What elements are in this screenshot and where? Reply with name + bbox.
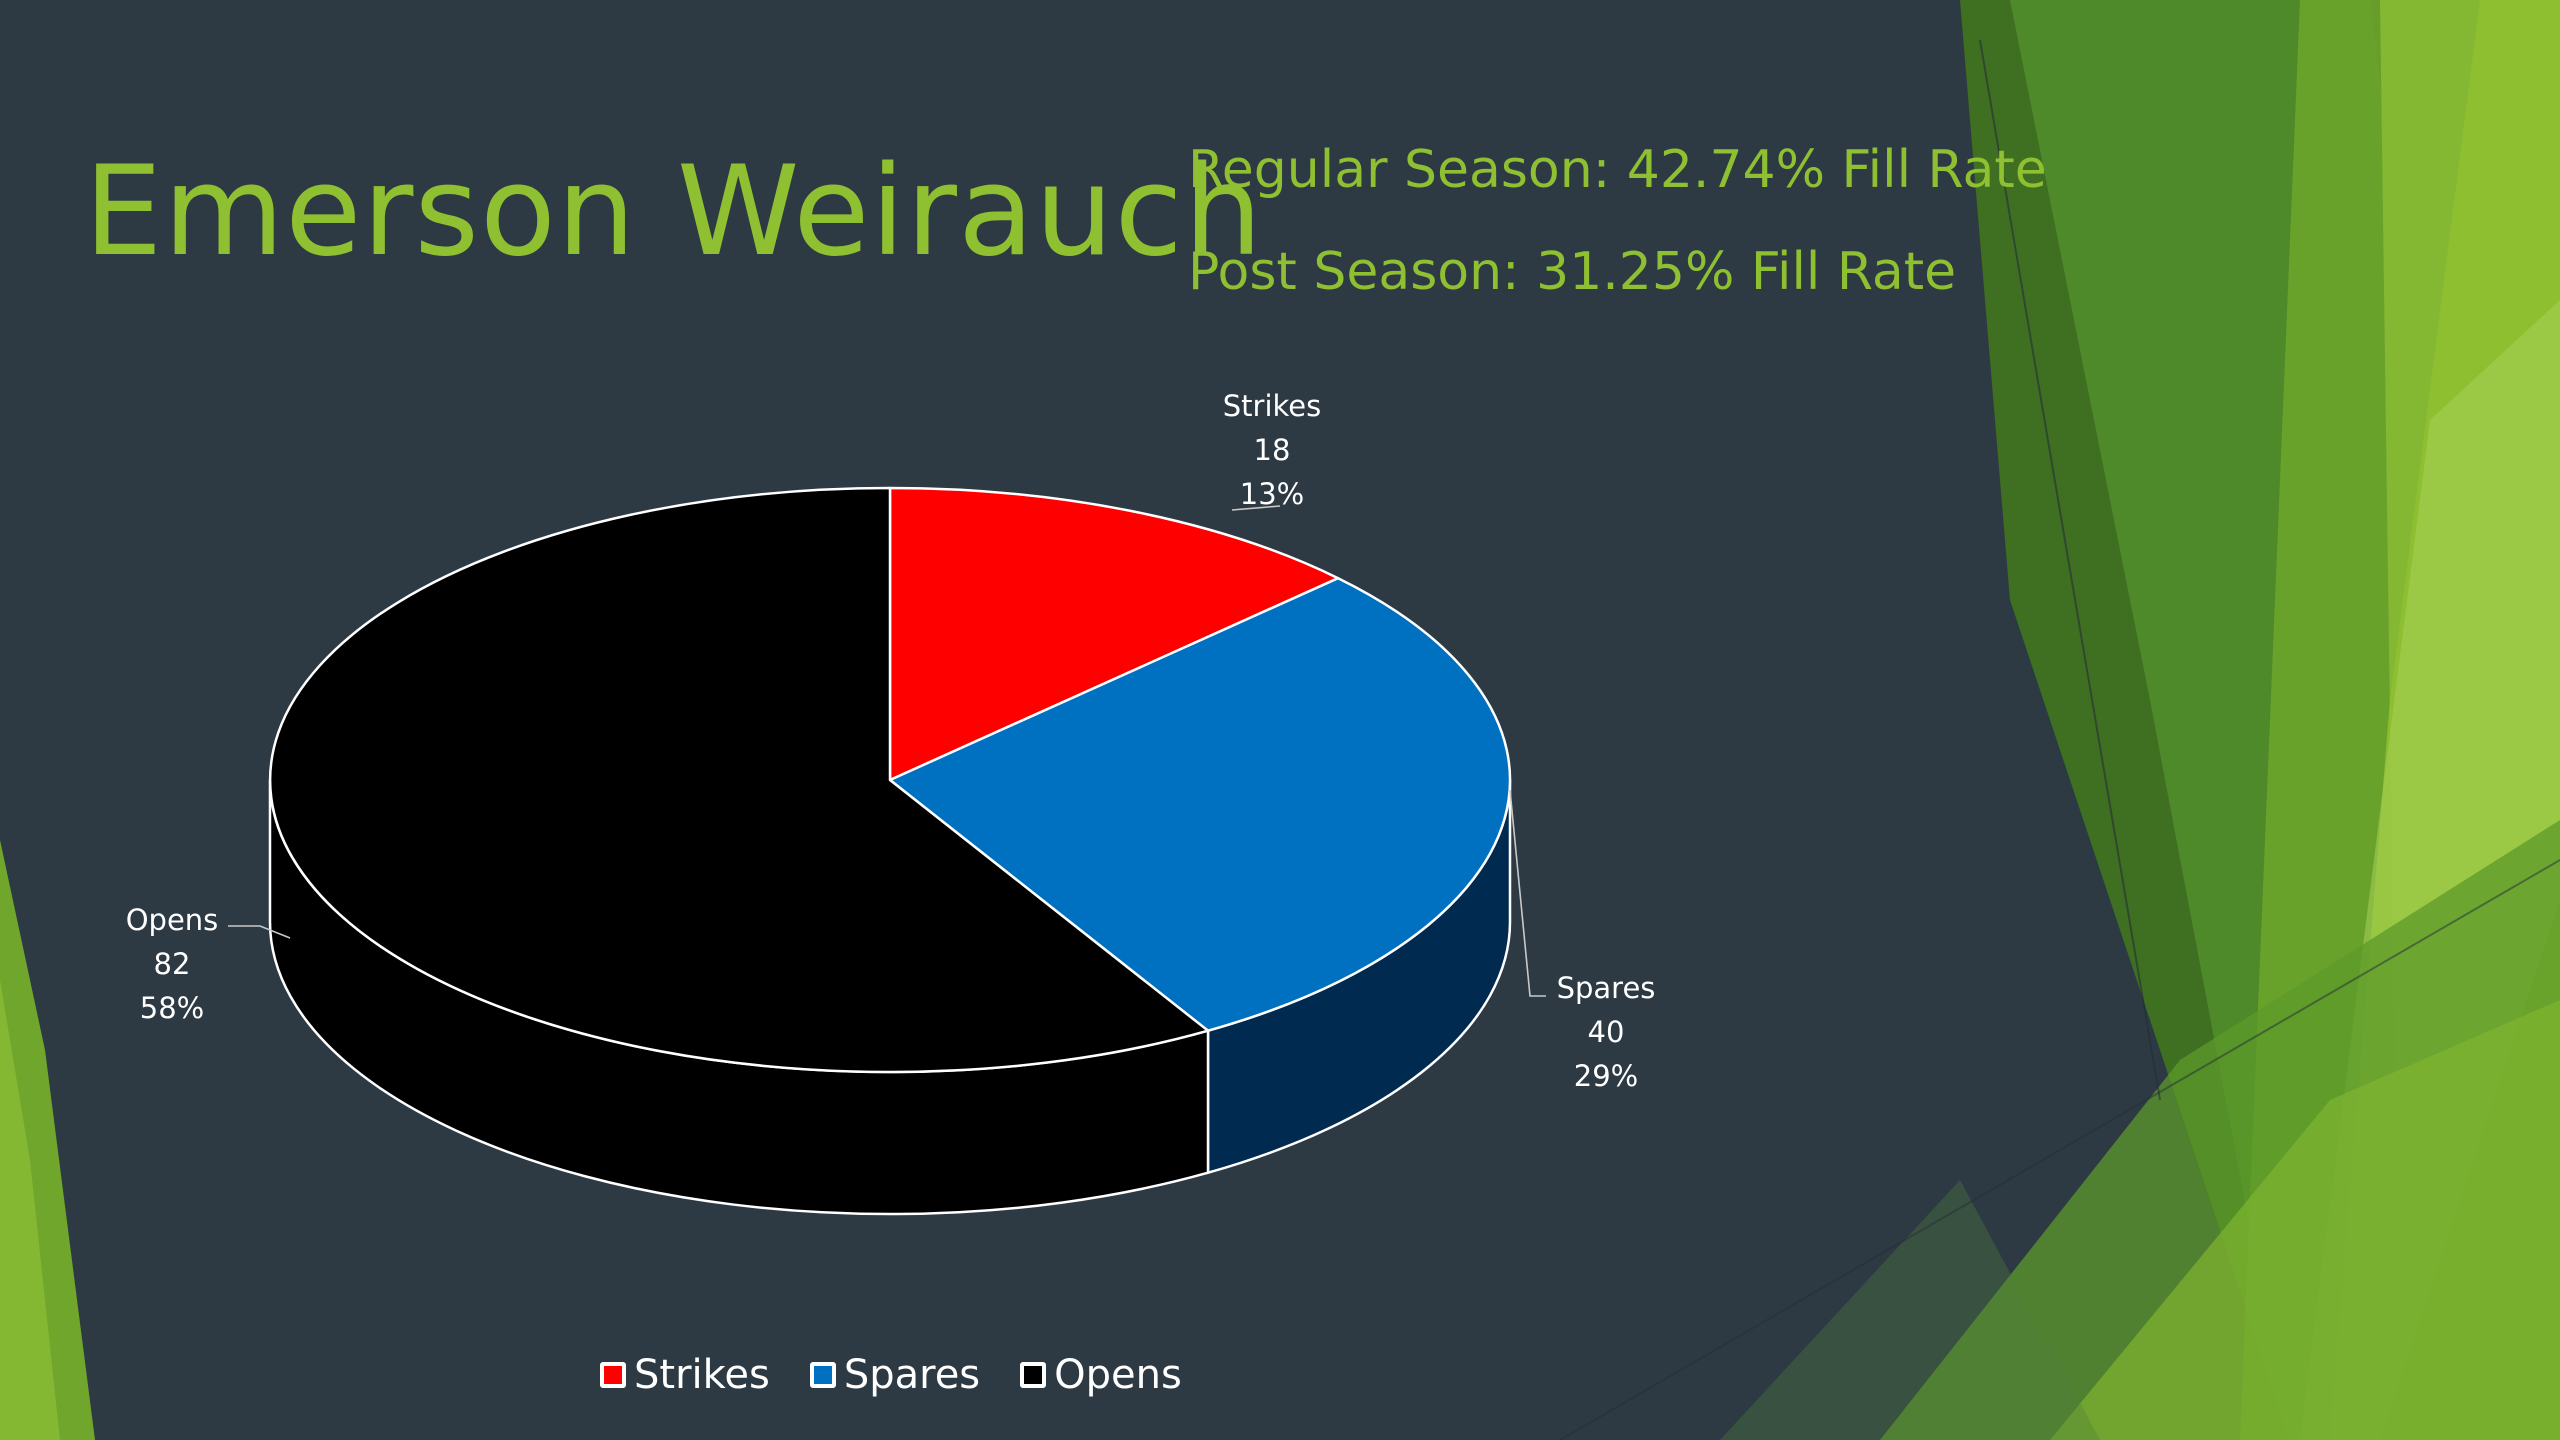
pie-tops (268, 486, 1512, 1074)
data-label-opens-value: 82 (153, 947, 191, 981)
data-label-spares-value: 40 (1587, 1015, 1625, 1049)
regular-season-fill-rate: Regular Season: 42.74% Fill Rate (1188, 140, 2047, 200)
pie-slice-spares (888, 576, 1512, 1032)
legend-item-opens: Opens (1020, 1352, 1182, 1398)
data-label-spares: Spares 40 29% (1526, 966, 1686, 1098)
legend-swatch-opens (1020, 1362, 1047, 1388)
leader-line-opens (228, 925, 291, 939)
data-label-strikes: Strikes 18 13% (1192, 384, 1352, 516)
legend-swatch-spares (809, 1362, 836, 1388)
pie-slice-strikes (888, 486, 1340, 782)
data-label-spares-name: Spares (1556, 971, 1656, 1005)
legend-label-opens: Opens (1054, 1352, 1182, 1398)
data-label-strikes-value: 18 (1253, 433, 1291, 467)
data-label-spares-percent: 29% (1573, 1059, 1639, 1093)
post-season-fill-rate: Post Season: 31.25% Fill Rate (1188, 242, 1957, 302)
data-label-opens: Opens 82 58% (92, 898, 252, 1030)
legend-label-spares: Spares (843, 1352, 981, 1398)
slide-title: Emerson Weirauch (84, 140, 1264, 284)
legend-label-strikes: Strikes (634, 1352, 770, 1398)
pie-slice-opens (268, 486, 1210, 1074)
leader-lines (228, 505, 1546, 997)
legend-item-spares: Spares (809, 1352, 981, 1398)
legend-item-strikes: Strikes (600, 1352, 770, 1398)
leader-line-strikes (1231, 505, 1281, 511)
legend-swatch-strikes (600, 1362, 626, 1388)
data-label-strikes-name: Strikes (1222, 389, 1322, 423)
data-label-strikes-percent: 13% (1239, 477, 1305, 511)
leader-line-spares (1509, 789, 1546, 997)
data-label-opens-name: Opens (125, 903, 219, 937)
data-label-opens-percent: 58% (139, 991, 205, 1025)
chart-legend: Strikes Spares Opens (600, 1352, 1182, 1398)
